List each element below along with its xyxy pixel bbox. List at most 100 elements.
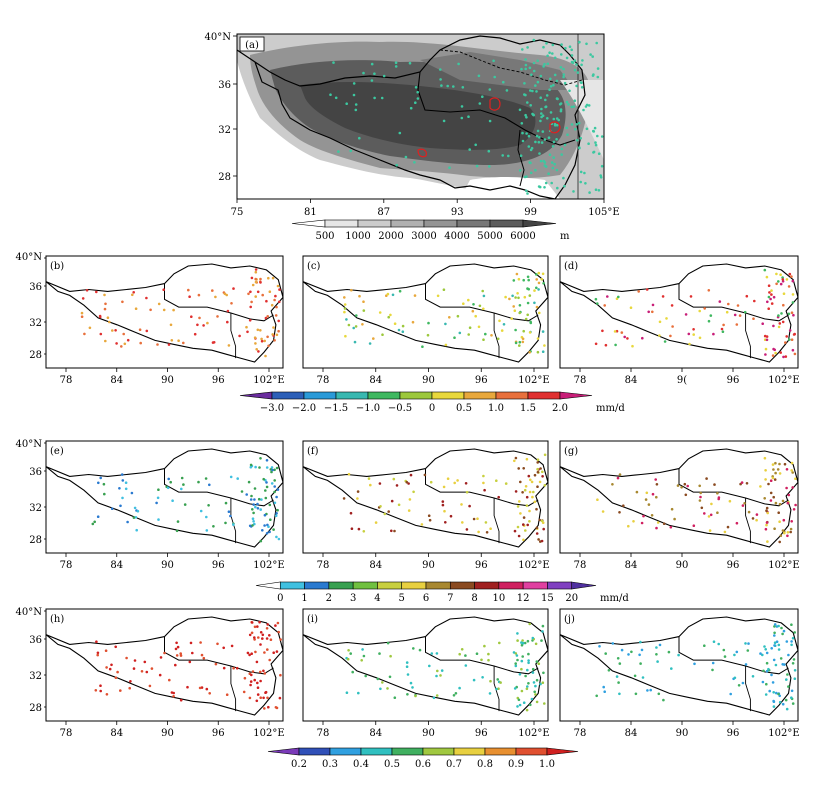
station-point <box>513 459 516 463</box>
station-point <box>759 485 762 488</box>
x-tick-label: 78 <box>574 728 587 739</box>
map-frame <box>45 608 284 722</box>
station-point <box>775 282 778 286</box>
station-point <box>784 355 788 358</box>
station-point <box>735 521 739 525</box>
colorbar-end-triangle <box>546 747 579 756</box>
station-point <box>703 644 706 647</box>
station-point <box>562 73 566 76</box>
station-point <box>488 119 492 123</box>
station-point <box>615 297 619 301</box>
station-point <box>603 690 606 693</box>
station-point <box>773 478 777 481</box>
station-point <box>226 309 230 313</box>
station-point <box>276 488 280 491</box>
station-point <box>134 516 138 519</box>
colorbar-swatch <box>399 391 433 400</box>
station-point <box>781 702 785 706</box>
station-point <box>259 670 262 674</box>
station-point <box>513 309 517 313</box>
colorbar-label: 8 <box>471 593 477 604</box>
station-point <box>175 654 179 657</box>
station-point <box>560 147 564 151</box>
station-point <box>489 527 492 530</box>
station-point <box>551 43 555 47</box>
map-panel: (c) 78 84 90 96 102°E <box>302 255 550 386</box>
station-point <box>250 673 253 677</box>
map-frame <box>45 255 284 369</box>
station-point <box>525 132 528 135</box>
x-tick-label: 102°E <box>518 560 549 571</box>
station-point <box>495 687 498 691</box>
station-point <box>576 71 580 74</box>
station-point <box>249 683 252 687</box>
station-point <box>614 343 617 347</box>
station-point <box>543 161 547 164</box>
station-point <box>765 661 769 665</box>
x-tick-label: 9( <box>677 375 687 386</box>
station-point <box>104 339 107 343</box>
map-frame <box>302 440 549 554</box>
station-point <box>271 468 274 472</box>
station-point <box>126 338 130 342</box>
station-point <box>351 670 355 674</box>
station-point <box>256 502 259 506</box>
station-point <box>778 462 781 466</box>
colorbar-swatch <box>328 581 354 590</box>
colorbar-swatch <box>495 391 529 400</box>
station-point <box>505 89 509 92</box>
station-point <box>633 674 637 678</box>
station-point <box>765 521 769 524</box>
station-point <box>259 696 263 699</box>
station-point <box>536 337 540 340</box>
panel-a-frame <box>236 33 605 200</box>
station-point <box>406 693 409 696</box>
station-point <box>200 653 204 657</box>
station-point <box>128 686 131 690</box>
station-point <box>355 314 358 317</box>
station-point <box>381 333 384 337</box>
station-point <box>752 317 755 321</box>
station-point <box>520 122 524 125</box>
station-point <box>570 54 574 57</box>
station-point <box>656 521 660 524</box>
station-point <box>259 277 262 281</box>
station-point <box>552 156 555 159</box>
colorbar-end-triangle <box>255 581 281 590</box>
x-tick-label: 90 <box>676 560 689 571</box>
station-point <box>533 473 537 477</box>
station-point <box>95 640 98 643</box>
station-point <box>243 676 247 680</box>
colorbar-swatch <box>360 747 393 756</box>
station-point <box>639 662 642 665</box>
station-point <box>255 699 259 703</box>
station-point <box>444 521 447 524</box>
station-point <box>266 623 270 626</box>
station-point <box>242 690 246 694</box>
station-point <box>595 41 598 45</box>
station-point <box>449 514 453 518</box>
panel-a-axes: 75 81 87 93 99 105°E 40°N 36 32 28 <box>205 32 620 218</box>
station-point <box>448 316 451 319</box>
station-point <box>788 329 792 332</box>
station-point <box>125 656 128 660</box>
station-point <box>566 133 569 136</box>
station-point <box>552 83 555 87</box>
station-point <box>119 689 122 692</box>
station-point <box>393 696 397 699</box>
station-point <box>179 698 183 702</box>
colorbar-label: 1.0 <box>539 759 555 770</box>
station-point <box>163 651 166 655</box>
station-point <box>488 692 492 695</box>
x-tick-label: 84 <box>625 560 638 571</box>
station-point <box>453 336 456 340</box>
station-point <box>395 163 399 167</box>
station-point <box>540 519 544 523</box>
station-point <box>521 641 525 645</box>
station-point <box>504 295 507 299</box>
station-point <box>544 98 547 102</box>
station-point <box>80 311 84 315</box>
station-point <box>559 102 563 105</box>
station-point <box>771 463 775 466</box>
station-point <box>274 706 278 709</box>
